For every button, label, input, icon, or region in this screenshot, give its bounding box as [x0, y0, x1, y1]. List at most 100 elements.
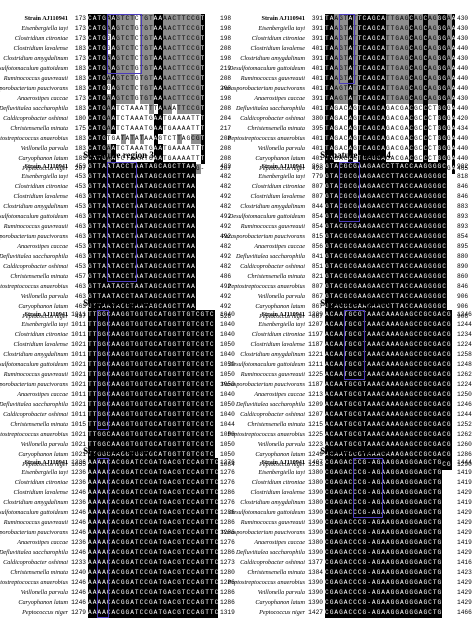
start-position: 1187	[308, 341, 323, 348]
end-position: 482	[220, 173, 232, 180]
species-label: Defluviitalea saccharophila	[0, 105, 68, 112]
sequence: GTTAATACCTAATAGCAGCTTAA	[88, 242, 196, 252]
species-label: Peptostreptococcus anaerobius	[0, 135, 68, 142]
alignment-panel-3: Signature region 3 Strain AJ110941 453 GTTA…	[0, 148, 237, 322]
species-label: Clostridium lavalense	[250, 193, 305, 200]
alignment-row: Caryophanon latum 1390 CGAGACCCG-AGAAGGAGG…	[237, 598, 474, 608]
alignment-row: Clostridium amygdalinum 1380 CGAGACCCG-AGA…	[237, 498, 474, 508]
species-label: Eisenbergiella tayi	[258, 173, 305, 180]
start-position: 453	[74, 163, 86, 170]
sequence: CATGAATCTAAATTTAAAATTCCGT	[88, 104, 206, 114]
alignment-row: Caldicoprobacter oshimai 380 TAGACAGTCAGCA…	[237, 114, 474, 124]
end-position: 1246	[457, 401, 472, 408]
sequence: GTTAATACCTAATAGCAGCTTAA	[88, 172, 196, 182]
start-position: 1380	[308, 539, 323, 546]
species-label: Parasporobacterium paucivorans	[0, 381, 68, 388]
signature-box	[97, 310, 109, 430]
sequence: GTTAATACCTAATAGCAGCTTAA	[88, 252, 196, 262]
species-label: Peptostreptococcus anaerobius	[227, 135, 305, 142]
alignment-panel-4: Signature region 4 Strain AJ110941 863 GTAC…	[222, 148, 474, 322]
species-label: Ruminococcus gauvreauii	[3, 371, 68, 378]
end-position: 482	[220, 183, 232, 190]
start-position: 1380	[308, 499, 323, 506]
alignment-row: Strain AJ110941 1407 CGAGACCCG-AGAAGGAGGGA…	[237, 458, 474, 468]
species-label: Strain AJ110941	[261, 163, 306, 170]
end-position: 1262	[457, 371, 472, 378]
start-position: 841	[311, 253, 323, 260]
alignment-row: Peptostreptococcus anaerobius 463GTTAATAC…	[0, 282, 237, 292]
species-label: Eisenbergiella tayi	[21, 173, 68, 180]
panel-title: Signature region 3	[83, 150, 154, 160]
species-label: Caryophanon latum	[18, 451, 68, 458]
sequence: CGAGACCCG-AGAAGGAGGGAGCTG	[325, 548, 443, 558]
sequence: TAGACAGTCAGCAGACGACGCCCTGGGAAG	[325, 124, 455, 134]
sequence: CATGGAGTCTCTGTAAAACTTCCGT	[88, 44, 206, 54]
alignment-row: Clostridium lavalense 1021 TTGGCAAGGTGGTGC…	[0, 340, 237, 350]
alignment-row: Veillonella parvula 1390 CGAGACCCG-AGAAGGA…	[237, 588, 474, 598]
species-label: Eisenbergiella tayi	[258, 469, 305, 476]
end-position: 1050	[220, 401, 235, 408]
end-position: 1276	[220, 459, 235, 466]
alignment-row: Christensenella minuta 395 TAGACAGTCAGCAGA…	[237, 124, 474, 134]
species-label: Peptostreptococcus anaerobius	[0, 579, 68, 586]
alignment-row: Parasporobacterium paucivorans1246AAAACA…	[0, 528, 237, 538]
sequence: GTTAATACCTAATAGCAGCTTAA	[88, 292, 196, 302]
alignment-row: Desulfotomaculum guttoideum1021TTGGCAAGG…	[0, 360, 237, 370]
end-position: 1252	[457, 421, 472, 428]
species-label: Strain AJ110941	[24, 311, 69, 318]
alignment-row: Clostridium citroniae 173 CATGGAGTCTCTGTAA…	[0, 34, 237, 44]
species-label: Peptococcus niger	[259, 609, 305, 616]
alignment-row: Clostridium amygdalinum 391 TAAGTATTCAGCAT…	[237, 54, 474, 64]
species-label: Christensenella minuta	[10, 569, 68, 576]
start-position: 463	[74, 283, 86, 290]
start-position: 463	[74, 293, 86, 300]
sequence: TAGACAGTCAGCAGACGACGCCCTGGGAAG	[325, 114, 455, 124]
sequence: GTACGCGAAGAACCTTACCAAGGGGC	[325, 162, 447, 172]
species-label: Ruminococcus gauvreauii	[3, 519, 68, 526]
sequence: AAAACACGGATCCGATGACGTCCAGTTC	[88, 558, 218, 568]
alignment-row: Anaerostipes caccae 173 CATGAAGTCTGTGTAAAA…	[0, 94, 237, 104]
alignment-row: Caldicoprobacter oshimai 1377 CGAGACCCG-AG…	[237, 558, 474, 568]
species-label: Veillonella parvula	[20, 293, 68, 300]
sequence: CATGAATCTAAATGAATGAAAATTT	[88, 144, 206, 154]
sequence: CGAGACCCG-AGAAGGAGGGAGCTG	[325, 528, 443, 538]
alignment-row: Peptostreptococcus anaerobius 1390 CGAGACC…	[228, 578, 474, 588]
end-position: 1444	[457, 459, 472, 466]
sequence: ACAATGCGTAAACAAAGAGCCGCGACG	[325, 350, 452, 360]
sequence: TTGGCAAGGTGGTGCATGGTTGTCGTC	[88, 330, 215, 340]
end-position: 217	[220, 125, 232, 132]
alignment-row: Parasporobacterium paucivorans 815 GTACGCG…	[222, 232, 474, 242]
species-label: Ruminococcus gauvreauii	[3, 223, 68, 230]
end-position: 208	[220, 155, 232, 162]
species-label: Peptostreptococcus anaerobius	[227, 283, 305, 290]
panel-title: Signature region 5	[83, 298, 154, 308]
species-label: Strain AJ110941	[24, 459, 69, 466]
signature-box	[339, 14, 356, 84]
start-position: 779	[311, 173, 323, 180]
start-position: 1427	[308, 609, 323, 616]
species-label: Caryophanon latum	[18, 155, 68, 162]
start-position: 453	[74, 263, 86, 270]
sequence: TAAGTATTCAGCATTGAGCAGCAGGGAAGA	[325, 34, 455, 44]
species-label: Veillonella parvula	[257, 293, 305, 300]
end-position: 1423	[457, 569, 472, 576]
start-position: 1233	[71, 559, 86, 566]
end-position: 846	[457, 283, 469, 290]
species-label: Ruminococcus gauvreauii	[240, 519, 305, 526]
start-position: 815	[311, 233, 323, 240]
species-label: Defluviitalea saccharophila	[0, 549, 68, 556]
sequence: CGAGACCCG-AGAAGGAGGGAGCTG	[325, 478, 443, 488]
sequence: GTACGCGAAGAACCTTACCAAGGGGC	[325, 252, 447, 262]
sequence: GTTAATACCTAATAGCAGCTTAA	[88, 262, 196, 272]
start-position: 401	[311, 75, 323, 82]
end-position: 1050	[220, 431, 235, 438]
sequence: GTACGCGAAGAACCTTACCAAGGGGC	[325, 222, 447, 232]
alignment-row: Christensenella minuta 1015 TTGGCAAGGTGGTG…	[0, 420, 237, 430]
alignment-rows: Strain AJ110941 1209 ACAATGCGTAAACAAAGAGCC…	[222, 310, 474, 470]
end-position: 1244	[457, 411, 472, 418]
end-position: 854	[457, 233, 469, 240]
sequence: ACAATGCGTAAACAAAGAGCCGCGACG	[325, 320, 452, 330]
sequence: CGAGACCCG-AGAAGGAGGGAGCTG	[325, 558, 443, 568]
end-position: 1419	[457, 479, 472, 486]
species-label: Peptostreptococcus anaerobius	[0, 431, 68, 438]
